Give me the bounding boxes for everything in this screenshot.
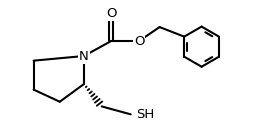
Text: N: N (79, 50, 89, 62)
Text: O: O (134, 35, 144, 48)
Text: SH: SH (136, 108, 155, 121)
Text: O: O (106, 7, 116, 20)
